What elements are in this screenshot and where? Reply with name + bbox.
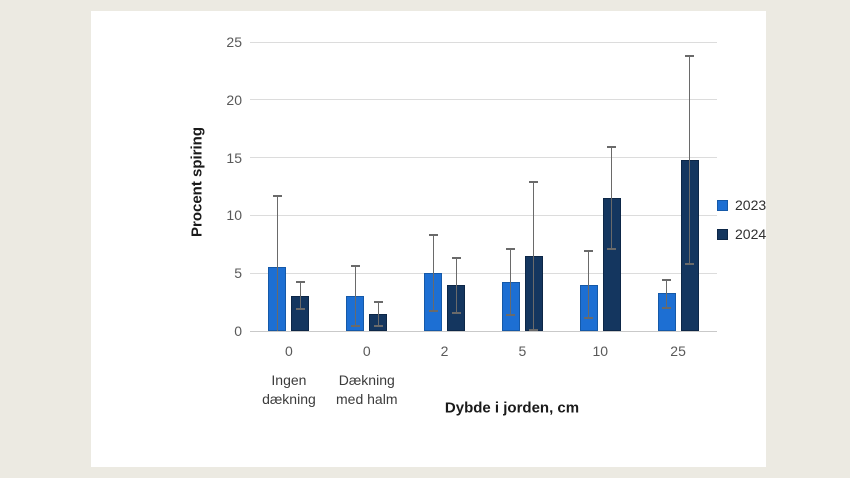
gridline-25 bbox=[250, 41, 717, 43]
error-cap-top-2024-group-3 bbox=[451, 257, 461, 260]
x-tick-label-2: 0 bbox=[362, 343, 371, 359]
y-tick-label-0: 0 bbox=[234, 323, 242, 339]
error-bar-2023-group-6 bbox=[666, 280, 668, 308]
legend-item-2023: 2023 bbox=[717, 198, 766, 213]
error-cap-top-2023-group-4 bbox=[506, 247, 516, 250]
legend-label-2024: 2024 bbox=[735, 226, 767, 242]
error-cap-bottom-2024-group-5 bbox=[607, 247, 617, 250]
error-cap-bottom-2024-group-1 bbox=[295, 308, 305, 311]
error-bar-2024-group-2 bbox=[377, 302, 379, 327]
y-tick-label-5: 5 bbox=[234, 265, 242, 282]
error-cap-bottom-2023-group-5 bbox=[584, 317, 594, 320]
y-tick-label-15: 15 bbox=[226, 149, 242, 166]
error-cap-top-2023-group-2 bbox=[350, 265, 360, 268]
error-cap-bottom-2023-group-2 bbox=[350, 325, 360, 328]
x-tick-label-5: 10 bbox=[592, 343, 609, 359]
error-cap-bottom-2023-group-6 bbox=[662, 306, 672, 309]
category-note-2: Dækning med halm bbox=[336, 372, 398, 407]
gridline-15 bbox=[250, 157, 717, 159]
error-bar-2024-group-1 bbox=[299, 282, 301, 310]
error-bar-2023-group-2 bbox=[354, 266, 356, 327]
x-axis-title: Dybde i jorden, cm bbox=[444, 399, 580, 417]
error-bar-2023-group-5 bbox=[588, 251, 590, 319]
error-cap-bottom-2024-group-4 bbox=[529, 328, 539, 331]
error-cap-top-2023-group-6 bbox=[662, 279, 672, 282]
error-bar-2024-group-6 bbox=[689, 55, 691, 264]
error-cap-bottom-2024-group-6 bbox=[685, 262, 695, 265]
error-bar-2023-group-3 bbox=[432, 235, 434, 312]
legend-item-2024: 2024 bbox=[717, 227, 766, 242]
x-tick-label-1: 0 bbox=[285, 343, 293, 359]
x-tick-label-6: 25 bbox=[670, 343, 686, 359]
gridline-20 bbox=[250, 99, 717, 101]
error-cap-top-2024-group-5 bbox=[607, 146, 617, 149]
error-bar-2023-group-4 bbox=[510, 248, 512, 315]
error-cap-top-2024-group-6 bbox=[685, 54, 695, 57]
error-cap-bottom-2024-group-2 bbox=[373, 325, 383, 328]
error-cap-top-2024-group-1 bbox=[295, 281, 305, 284]
error-cap-top-2023-group-3 bbox=[428, 234, 438, 237]
legend-label-2023: 2023 bbox=[735, 197, 767, 213]
x-tick-label-3: 2 bbox=[440, 343, 449, 359]
legend: 2023 2024 bbox=[717, 198, 766, 256]
error-bar-2023-group-1 bbox=[276, 195, 278, 331]
error-bar-2024-group-5 bbox=[611, 147, 613, 249]
legend-swatch-2023-icon bbox=[717, 200, 728, 211]
chart-panel: Procent spiring 0 5 10 15 20 25 0 0 2 5 10 25 Ingen d… bbox=[91, 11, 766, 467]
x-tick-label-4: 5 bbox=[518, 343, 527, 359]
category-note-1: Ingen dækning bbox=[262, 372, 316, 407]
gridline-5 bbox=[250, 272, 717, 274]
error-cap-bottom-2023-group-3 bbox=[428, 310, 438, 313]
error-bar-2024-group-3 bbox=[455, 258, 457, 313]
error-cap-bottom-2024-group-3 bbox=[451, 311, 461, 314]
y-tick-label-25: 25 bbox=[226, 34, 242, 50]
y-tick-label-10: 10 bbox=[226, 207, 242, 224]
error-bar-2024-group-4 bbox=[533, 181, 535, 330]
error-cap-top-2024-group-4 bbox=[529, 180, 539, 183]
plot-area: 0 5 10 15 20 25 0 0 2 5 10 25 Ingen dækning Dækning med… bbox=[226, 34, 717, 407]
error-cap-top-2024-group-2 bbox=[373, 301, 383, 304]
y-tick-label-20: 20 bbox=[226, 91, 242, 108]
error-cap-top-2023-group-5 bbox=[584, 250, 594, 253]
gridline-10 bbox=[250, 214, 717, 216]
error-cap-top-2023-group-1 bbox=[272, 194, 282, 197]
legend-swatch-2024-icon bbox=[717, 229, 728, 240]
error-cap-bottom-2023-group-4 bbox=[506, 313, 516, 316]
